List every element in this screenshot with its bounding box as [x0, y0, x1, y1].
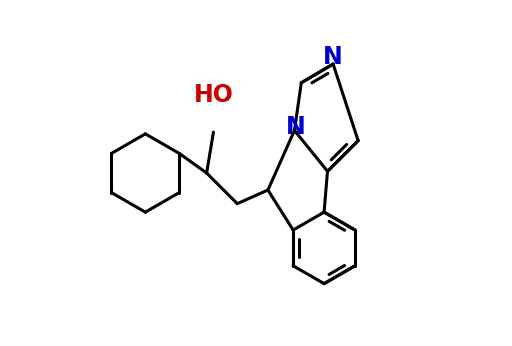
Text: N: N	[323, 45, 343, 69]
Text: HO: HO	[194, 83, 233, 107]
Text: N: N	[286, 115, 306, 139]
